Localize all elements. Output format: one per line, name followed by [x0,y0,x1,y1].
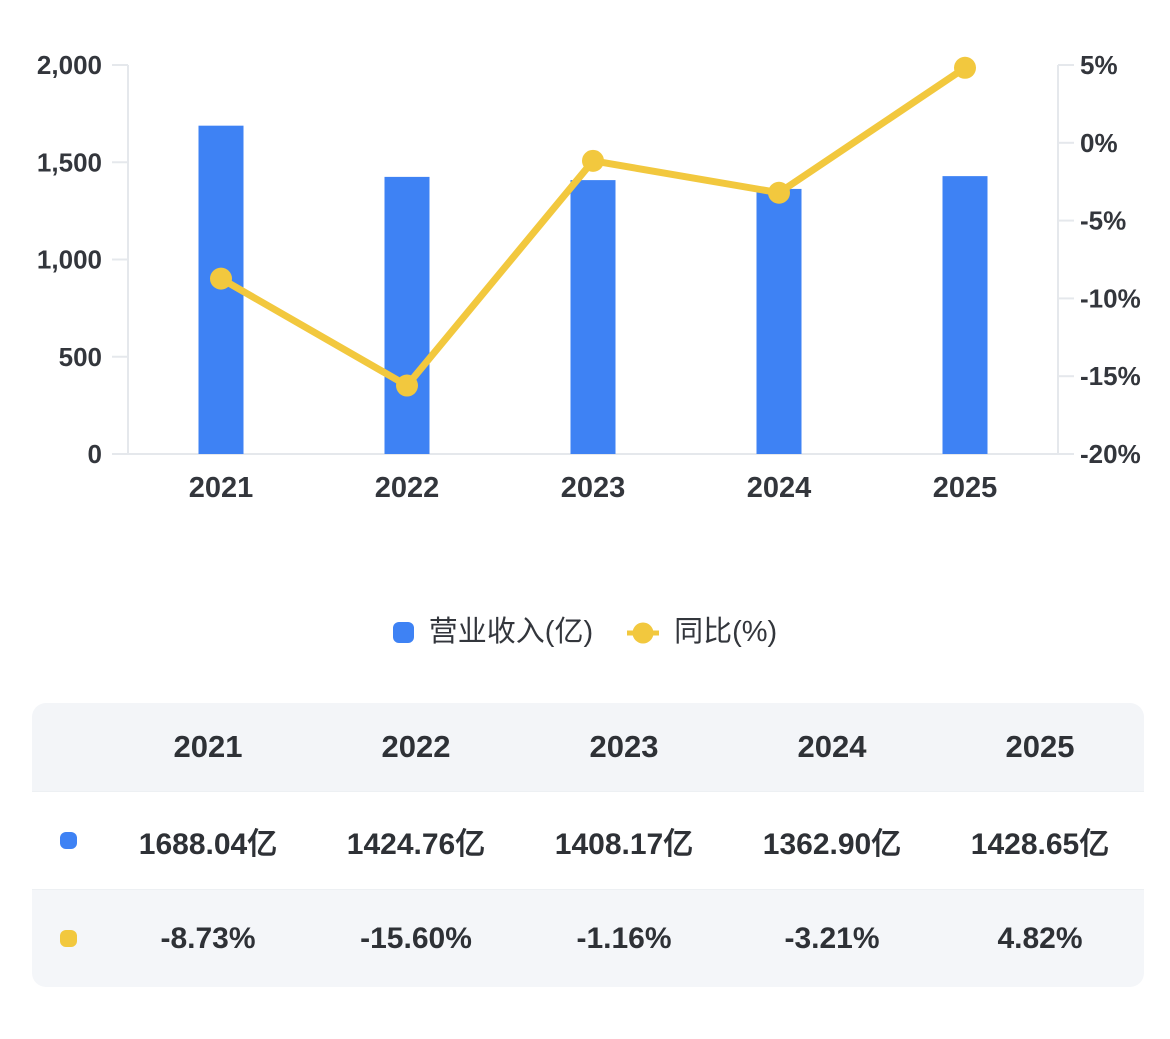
yoy-dot-icon [59,930,77,947]
left-axis-label: 0 [88,439,102,469]
revenue-value-2021: 1688.04亿 [138,827,278,861]
yoy-value-2024: -3.21% [784,921,880,955]
yoy-point-2023[interactable] [582,149,604,172]
legend-item-revenue[interactable]: 营业收入(亿) [392,616,594,649]
revenue-row-marker-cell [32,832,104,849]
revenue-bar-2023[interactable] [570,180,616,454]
right-axis-label: 0% [1080,128,1118,158]
revenue-legend-swatch-icon [392,622,414,643]
right-axis-label: -20% [1080,439,1141,469]
yoy-value-2025: 4.82% [997,921,1083,955]
x-axis-label-2022: 2022 [375,472,440,504]
left-axis-label: 2,000 [37,50,102,80]
revenue-bar-2024[interactable] [756,188,802,454]
bar-series [198,125,988,455]
yoy-point-2024[interactable] [768,181,790,204]
axes: 0 500 1,000 1,500 2,000 5% 0% -5% -10% -15% -20% [37,50,1141,469]
revenue-value-2023: 1408.17亿 [554,827,694,861]
legend-item-yoy[interactable]: 同比(%) [627,616,777,649]
yoy-value-2021: -8.73% [160,921,256,955]
table-row-yoy: -8.73% -15.60% -1.16% -3.21% 4.82% [32,889,1144,987]
left-axis-label: 500 [59,342,102,372]
x-axis-label-2021: 2021 [189,472,254,504]
table-header-2025: 2025 [1005,729,1075,764]
right-axis-label: -5% [1080,206,1126,236]
yoy-point-2021[interactable] [210,267,232,290]
left-axis-label: 1,000 [37,245,102,275]
yoy-value-2022: -15.60% [360,921,472,955]
yoy-point-2025[interactable] [954,56,976,79]
combo-chart: 0 500 1,000 1,500 2,000 5% 0% -5% -10% -15% -20% 20… [37,50,1141,504]
x-axis-label-2023: 2023 [561,472,626,504]
table-header-2023: 2023 [589,729,659,764]
legend-label-yoy: 同比(%) [674,616,778,648]
x-axis-label-2024: 2024 [747,472,812,504]
x-axis-label-2025: 2025 [933,472,998,504]
legend-label-revenue: 营业收入(亿) [428,616,594,648]
table-header-2024: 2024 [797,729,867,764]
table-header-row: 2021 2022 2023 2024 2025 [32,703,1144,791]
table-header-2021: 2021 [173,729,243,764]
revenue-bar-2022[interactable] [384,176,430,454]
yoy-row-marker-cell [32,930,104,947]
right-axis-label: -15% [1080,361,1141,391]
left-axis-label: 1,500 [37,147,102,177]
combo-chart-canvas: 0 500 1,000 1,500 2,000 5% 0% -5% -10% -15% -20% 20… [37,50,1141,504]
data-table: 2021 2022 2023 2024 2025 1688.04亿 1424.7… [32,703,1144,987]
revenue-value-2024: 1362.90亿 [762,827,902,861]
table-header-2022: 2022 [381,729,451,764]
line-series [210,56,976,397]
yoy-point-2022[interactable] [396,374,418,397]
yoy-value-2023: -1.16% [576,921,672,955]
right-axis-label: 5% [1080,50,1118,80]
yoy-legend-line-marker-icon [627,621,660,645]
revenue-dot-icon [59,832,77,849]
revenue-bar-2025[interactable] [942,176,988,455]
table-row-revenue: 1688.04亿 1424.76亿 1408.17亿 1362.90亿 1428… [32,791,1144,889]
chart-legend: 营业收入(亿) 同比(%) [0,616,1170,649]
right-axis-label: -10% [1080,283,1141,313]
revenue-value-2022: 1424.76亿 [346,827,486,861]
revenue-value-2025: 1428.65亿 [970,827,1110,861]
